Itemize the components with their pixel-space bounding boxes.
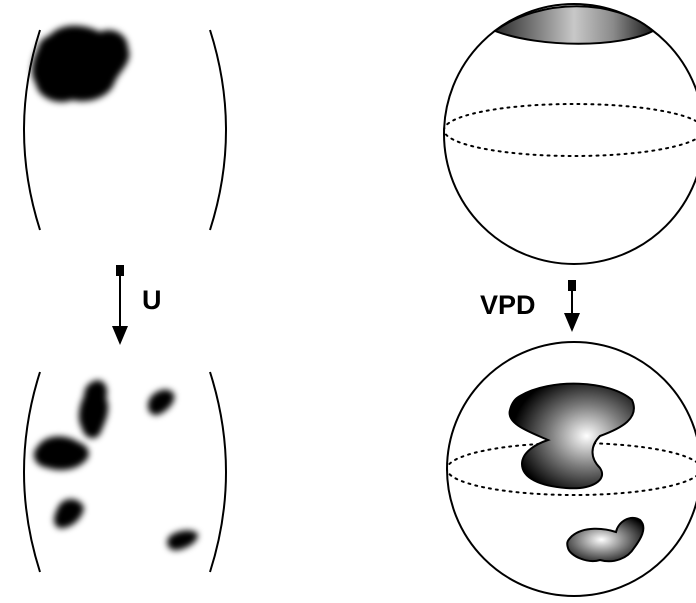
polar-cap (492, 5, 655, 45)
sparse-blob (54, 499, 84, 529)
arrow-vpd: VPD (480, 280, 580, 332)
arrow-u: U (112, 265, 162, 345)
equator (443, 103, 696, 157)
matrix-before (23, 25, 227, 231)
arrow-u-tail (116, 265, 124, 276)
dense-blob (32, 25, 130, 103)
arrow-vpd-head (564, 313, 580, 332)
sphere-after (446, 341, 696, 597)
label-vpd: VPD (480, 290, 536, 320)
matrix-after (23, 371, 227, 573)
right-bracket (209, 29, 227, 231)
sphere-before (443, 3, 696, 265)
sphere-outline (443, 3, 696, 265)
left-bracket (23, 371, 41, 573)
sparse-blob (147, 389, 175, 416)
left-bracket (23, 29, 41, 231)
arrow-u-head (112, 326, 128, 345)
sparse-blob (33, 436, 89, 470)
distribution-lobe (566, 516, 645, 563)
sparse-blob (78, 380, 109, 439)
sparse-blob (167, 530, 198, 551)
label-u: U (142, 285, 162, 315)
distribution-lobe (508, 382, 635, 490)
right-bracket (209, 371, 227, 573)
arrow-vpd-tail (568, 280, 576, 291)
